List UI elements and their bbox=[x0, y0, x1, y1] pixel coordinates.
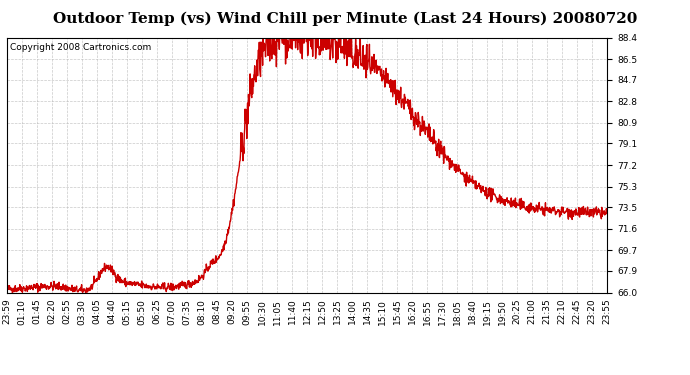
Text: Copyright 2008 Cartronics.com: Copyright 2008 Cartronics.com bbox=[10, 43, 151, 52]
Text: Outdoor Temp (vs) Wind Chill per Minute (Last 24 Hours) 20080720: Outdoor Temp (vs) Wind Chill per Minute … bbox=[53, 11, 637, 26]
